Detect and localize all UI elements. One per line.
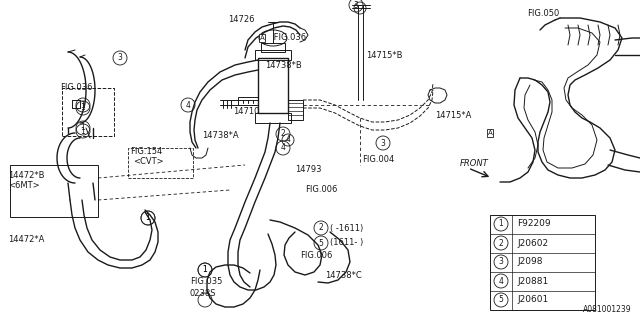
Text: 0238S: 0238S [190, 289, 216, 298]
Text: 1: 1 [146, 213, 150, 222]
Bar [62, 88, 114, 136]
Text: <CVT>: <CVT> [133, 157, 164, 166]
Text: F92209: F92209 [517, 220, 550, 228]
Text: FIG.004: FIG.004 [362, 156, 394, 164]
Text: ( -1611): ( -1611) [330, 223, 364, 233]
Text: 1: 1 [81, 103, 85, 113]
Text: FRONT: FRONT [460, 158, 489, 167]
Text: FIG.006: FIG.006 [305, 186, 337, 195]
Text: 14726: 14726 [228, 15, 255, 25]
Text: <6MT>: <6MT> [8, 180, 40, 189]
Text: J2098: J2098 [517, 258, 543, 267]
Text: 14793: 14793 [295, 165, 321, 174]
Text: 3: 3 [381, 139, 385, 148]
Text: 4: 4 [186, 100, 191, 109]
Text: 14715*A: 14715*A [435, 110, 472, 119]
Text: 1: 1 [146, 213, 150, 222]
Text: J20602: J20602 [517, 238, 548, 247]
Text: 5: 5 [319, 238, 323, 247]
Text: J20601: J20601 [517, 295, 548, 305]
Bar [10, 165, 98, 217]
Text: 3: 3 [353, 1, 358, 10]
Text: 1: 1 [81, 126, 85, 135]
Text: (1611- ): (1611- ) [330, 238, 364, 247]
Text: A: A [488, 130, 492, 136]
Text: FIG.036: FIG.036 [60, 84, 93, 92]
Text: J20881: J20881 [517, 276, 548, 285]
Text: 14472*A: 14472*A [8, 236, 44, 244]
Text: 4: 4 [280, 143, 285, 153]
Text: A081001239: A081001239 [584, 306, 632, 315]
Bar [288, 100, 303, 120]
Text: 14710: 14710 [233, 108, 259, 116]
Bar [255, 113, 291, 123]
Bar [490, 215, 595, 310]
Text: 4: 4 [499, 276, 504, 285]
Text: FIG.050: FIG.050 [527, 10, 559, 19]
Bar [258, 58, 288, 113]
Text: 14738*B: 14738*B [265, 60, 301, 69]
Bar [261, 43, 285, 52]
Text: 3: 3 [499, 258, 504, 267]
Text: 14715*B: 14715*B [366, 51, 403, 60]
Text: 2: 2 [280, 130, 285, 139]
Text: A: A [260, 35, 264, 41]
Text: 3: 3 [118, 53, 122, 62]
Bar [128, 148, 193, 178]
Text: 2: 2 [319, 223, 323, 233]
Text: FIG.006: FIG.006 [300, 251, 332, 260]
Text: 1: 1 [203, 266, 207, 275]
Bar [255, 50, 291, 60]
Text: FIG.154: FIG.154 [130, 148, 163, 156]
Bar [238, 97, 258, 105]
Text: 1: 1 [203, 266, 207, 275]
Text: 1: 1 [81, 124, 85, 132]
Text: 2: 2 [499, 238, 504, 247]
Text: 5: 5 [499, 295, 504, 305]
Text: 14738*A: 14738*A [202, 131, 239, 140]
Text: 14472*B: 14472*B [8, 171, 45, 180]
Text: 1: 1 [81, 100, 85, 109]
Text: 1: 1 [499, 220, 504, 228]
Text: FIG.035: FIG.035 [190, 277, 222, 286]
Text: FIG.036: FIG.036 [271, 34, 306, 43]
Text: 14738*C: 14738*C [325, 270, 362, 279]
Text: 4: 4 [285, 135, 291, 145]
